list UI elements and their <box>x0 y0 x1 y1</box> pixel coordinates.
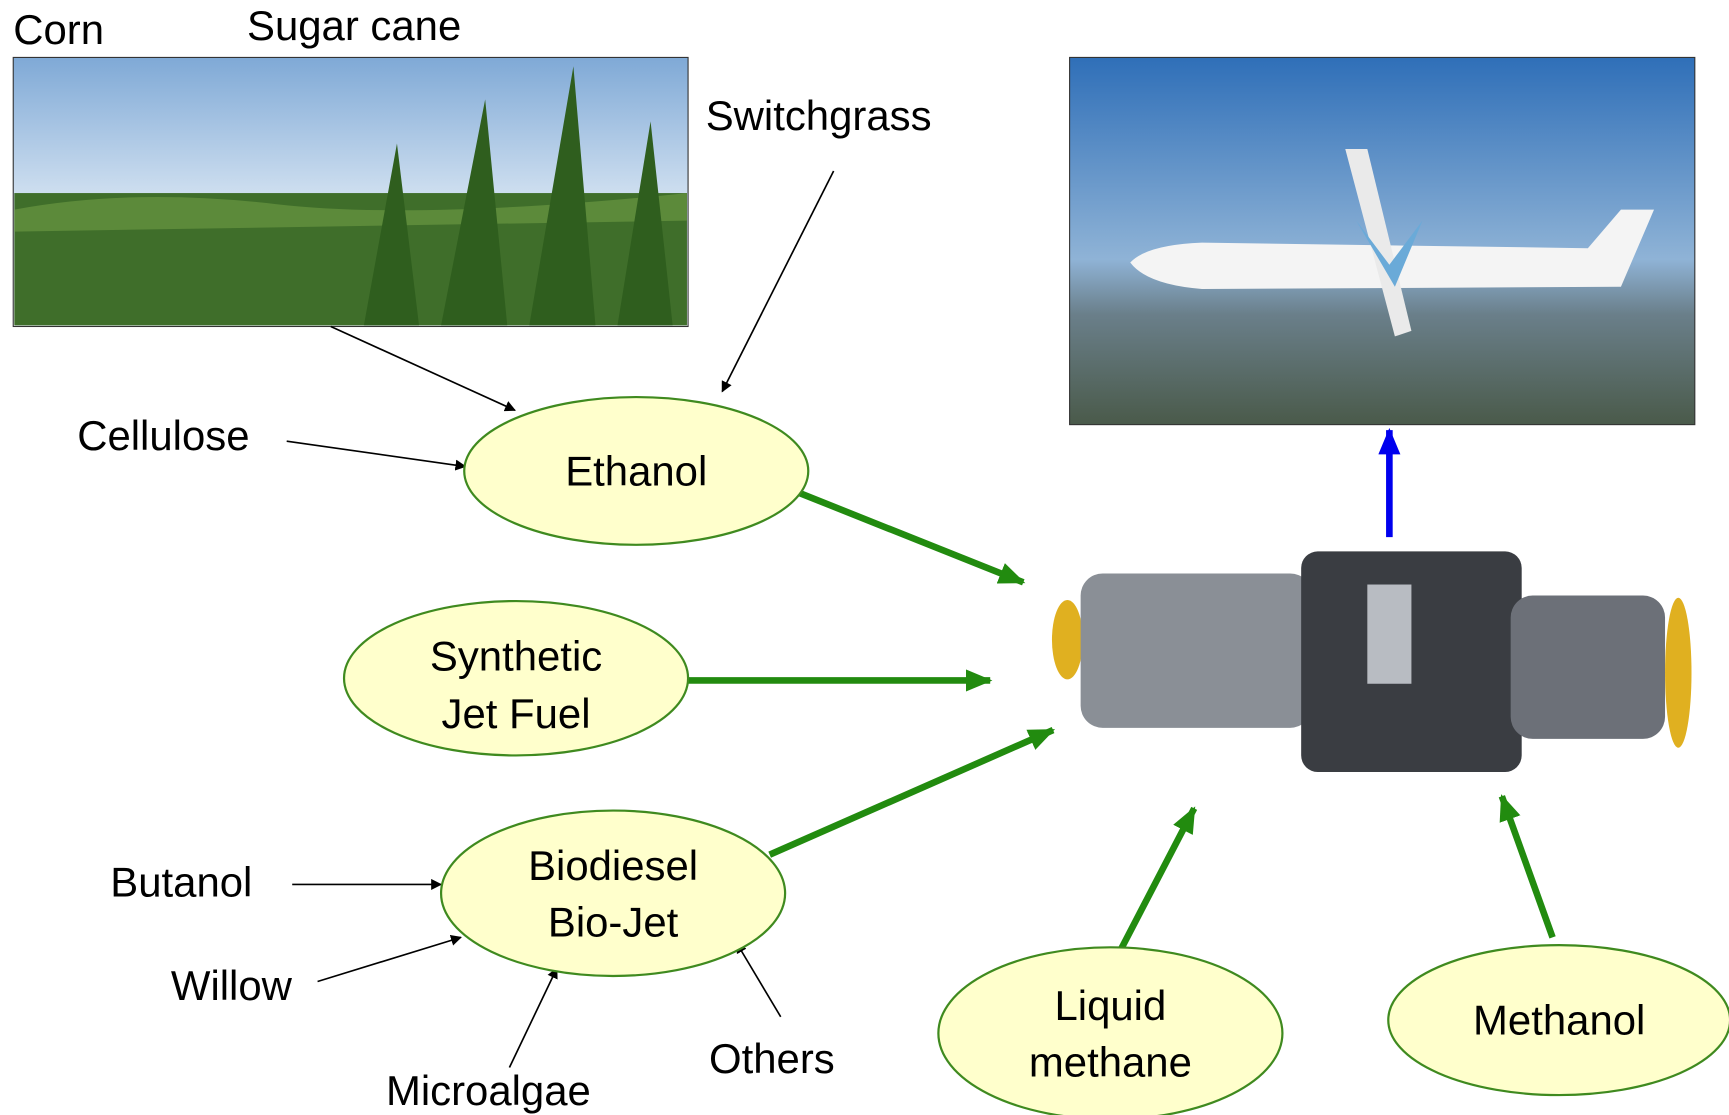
diagram: Corn Sugar cane Switchgrass Cellulose Bu… <box>0 0 1729 1115</box>
source-label: Microalgae <box>386 1067 591 1114</box>
source-label: Cellulose <box>77 412 249 459</box>
source-label: Willow <box>171 962 293 1009</box>
engine-photo <box>1052 551 1692 772</box>
field-photo <box>13 57 688 326</box>
node-label: Jet Fuel <box>442 690 591 737</box>
node-label: methane <box>1029 1038 1192 1085</box>
node-label: Biodiesel <box>528 842 698 889</box>
node-label: Synthetic <box>430 633 602 680</box>
node-ellipse <box>441 811 785 976</box>
node-label: Liquid <box>1054 982 1166 1029</box>
page: Corn Sugar cane Switchgrass Cellulose Bu… <box>0 0 1729 1115</box>
plane-photo <box>1070 57 1695 424</box>
node-label: Ethanol <box>565 447 707 494</box>
source-label: Switchgrass <box>706 92 932 139</box>
node-label: Methanol <box>1473 996 1645 1043</box>
source-label: Butanol <box>110 859 252 906</box>
source-label: Others <box>709 1035 835 1082</box>
node-ellipse <box>938 947 1282 1115</box>
source-label: Corn <box>13 6 104 53</box>
node-label: Bio-Jet <box>548 898 679 945</box>
source-label: Sugar cane <box>247 2 461 49</box>
